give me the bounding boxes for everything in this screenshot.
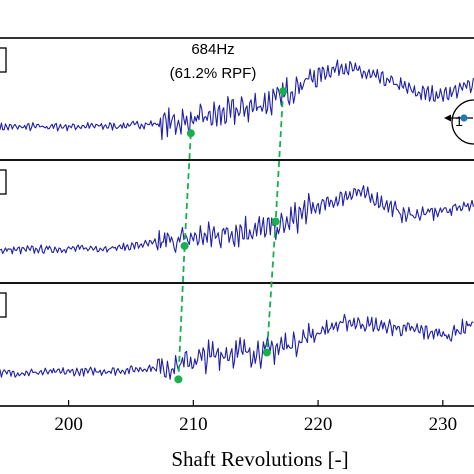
rpf-annotation: (61.2% RPF) <box>170 65 257 82</box>
frequency-annotation: 684Hz <box>191 41 234 58</box>
indicator-dot <box>460 114 468 122</box>
panel-frame <box>0 37 474 161</box>
marker-link <box>266 221 277 353</box>
marker-links <box>177 91 285 380</box>
panel-label-box <box>0 169 7 195</box>
x-tick-label: 210 <box>179 414 208 435</box>
marker-link <box>274 91 285 222</box>
marker-link <box>177 245 186 380</box>
x-tick-label: 230 <box>429 414 458 435</box>
marker-panel-1-2 <box>279 87 288 96</box>
panel-label-box <box>0 292 7 318</box>
panel-3 <box>0 282 474 407</box>
rotation-indicator-icon: 1 <box>444 99 474 145</box>
signal-line-panel-1 <box>0 59 474 141</box>
indicator-label: 1 <box>455 113 463 129</box>
markers <box>174 87 288 384</box>
panel-1 <box>0 37 474 161</box>
x-tick-label: 200 <box>54 414 83 435</box>
x-axis: 200 210 220 230 <box>54 400 457 435</box>
marker-panel-2-2 <box>271 217 280 226</box>
signal-line-panel-3 <box>0 313 474 380</box>
marker-panel-3-1 <box>174 375 183 384</box>
panel-2 <box>0 159 474 284</box>
signal-line-panel-2 <box>0 185 474 255</box>
marker-panel-1-1 <box>186 129 195 138</box>
marker-link <box>183 133 192 246</box>
x-tick-label: 220 <box>304 414 333 435</box>
panels <box>0 37 474 407</box>
marker-panel-3-2 <box>262 348 271 357</box>
panel-label-box <box>0 47 7 73</box>
panel-frame <box>0 159 474 284</box>
panel-frame <box>0 282 474 407</box>
marker-panel-2-1 <box>180 241 189 250</box>
x-axis-label: Shaft Revolutions [-] <box>171 447 348 471</box>
